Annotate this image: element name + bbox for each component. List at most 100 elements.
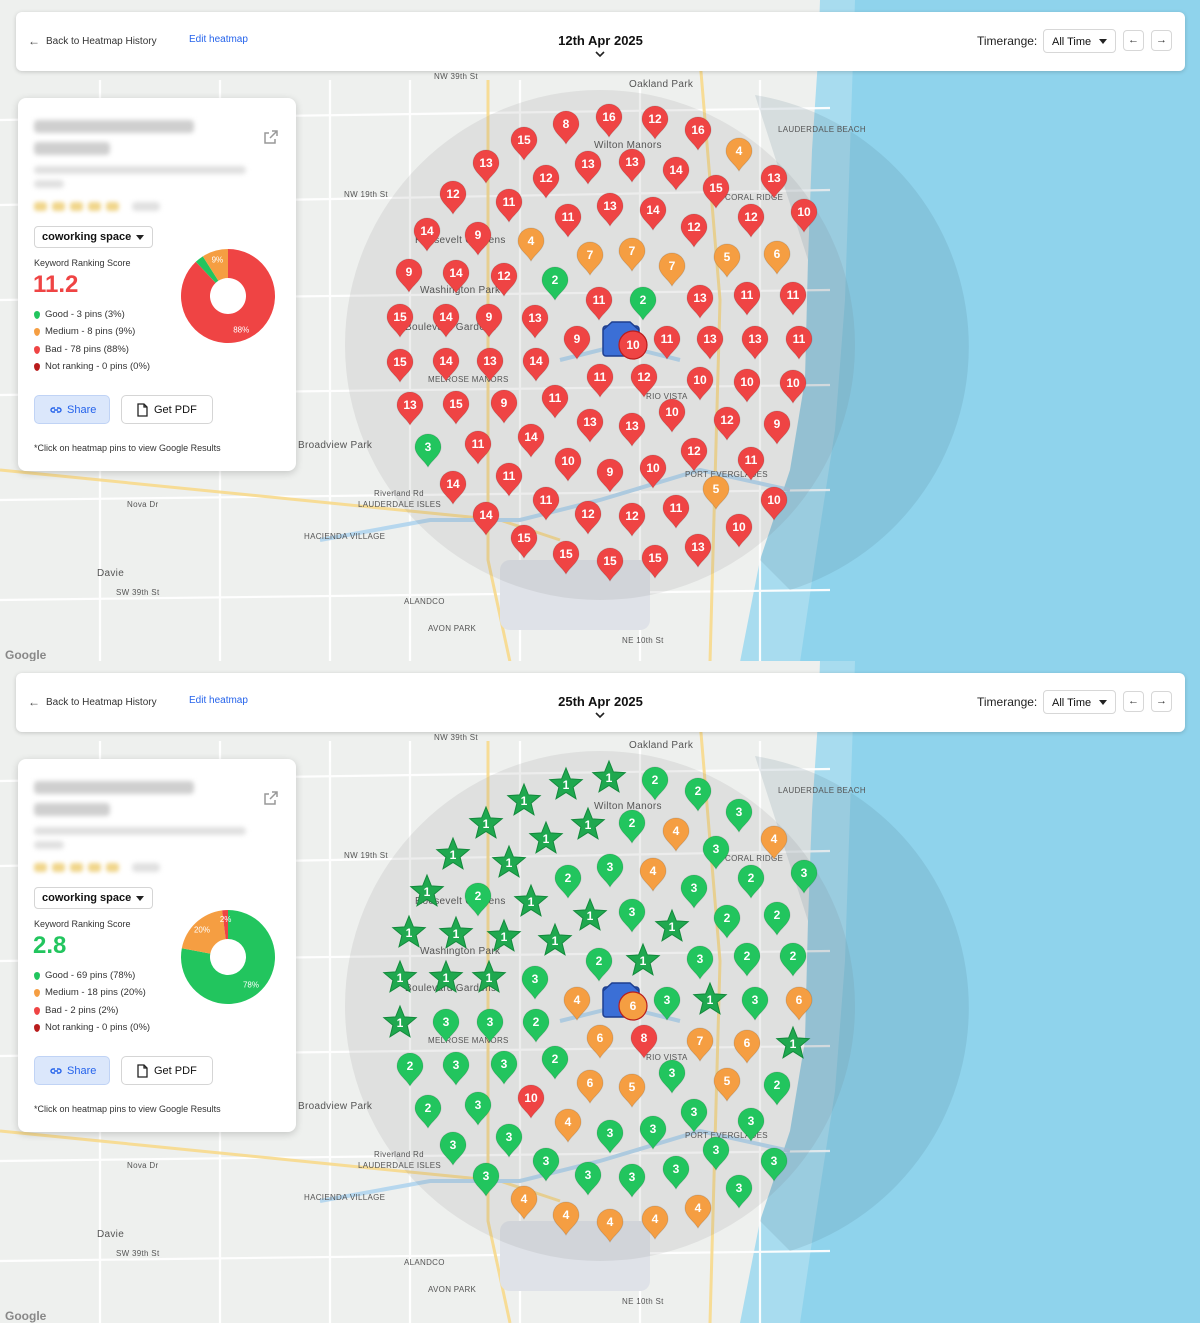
rank-pin[interactable]: 15 bbox=[442, 390, 470, 426]
rank-pin[interactable]: 10 bbox=[658, 398, 686, 434]
rank-pin[interactable]: 2 bbox=[737, 864, 765, 900]
rank-pin[interactable]: 5 bbox=[618, 1073, 646, 1109]
rank-star-pin[interactable]: 1 bbox=[382, 959, 418, 993]
rank-star-pin[interactable]: 1 bbox=[625, 942, 661, 976]
rank-pin[interactable]: 11 bbox=[585, 286, 613, 322]
rank-pin[interactable]: 3 bbox=[596, 1119, 624, 1155]
rank-pin[interactable]: 3 bbox=[442, 1051, 470, 1087]
rank-pin[interactable]: 11 bbox=[785, 325, 813, 361]
rank-pin[interactable]: 3 bbox=[532, 1147, 560, 1183]
get-pdf-button[interactable]: Get PDF bbox=[121, 395, 213, 424]
rank-pin[interactable]: 13 bbox=[618, 148, 646, 184]
rank-pin[interactable]: 4 bbox=[641, 1205, 669, 1241]
timerange-select[interactable]: All Time bbox=[1043, 690, 1116, 714]
rank-star-pin[interactable]: 1 bbox=[382, 1004, 418, 1038]
rank-pin[interactable]: 15 bbox=[386, 348, 414, 384]
rank-pin[interactable]: 15 bbox=[641, 544, 669, 580]
rank-pin[interactable]: 16 bbox=[684, 116, 712, 152]
rank-pin[interactable]: 13 bbox=[576, 408, 604, 444]
rank-pin[interactable]: 2 bbox=[414, 1094, 442, 1130]
external-link-icon[interactable] bbox=[262, 128, 280, 146]
rank-pin[interactable]: 14 bbox=[439, 470, 467, 506]
rank-pin[interactable]: 8 bbox=[630, 1024, 658, 1060]
rank-pin[interactable]: 3 bbox=[790, 859, 818, 895]
rank-pin[interactable]: 15 bbox=[552, 540, 580, 576]
rank-star-pin[interactable]: 1 bbox=[572, 897, 608, 931]
rank-pin[interactable]: 2 bbox=[779, 942, 807, 978]
rank-pin[interactable]: 11 bbox=[586, 363, 614, 399]
rank-pin[interactable]: 2 bbox=[763, 901, 791, 937]
rank-pin[interactable]: 4 bbox=[684, 1194, 712, 1230]
rank-pin[interactable]: 2 bbox=[713, 904, 741, 940]
rank-pin[interactable]: 14 bbox=[432, 347, 460, 383]
rank-pin[interactable]: 2 bbox=[541, 266, 569, 302]
rank-pin[interactable]: 11 bbox=[464, 430, 492, 466]
rank-pin[interactable]: 14 bbox=[432, 303, 460, 339]
rank-pin[interactable]: 5 bbox=[713, 1067, 741, 1103]
share-button[interactable]: Share bbox=[34, 395, 110, 424]
rank-pin[interactable]: 3 bbox=[439, 1131, 467, 1167]
rank-pin[interactable]: 15 bbox=[510, 524, 538, 560]
rank-star-pin[interactable]: 1 bbox=[692, 981, 728, 1015]
back-to-history-link[interactable]: ← Back to Heatmap History bbox=[28, 34, 157, 48]
rank-pin[interactable]: 10 bbox=[725, 513, 753, 549]
rank-star-pin[interactable]: 1 bbox=[435, 836, 471, 870]
rank-pin[interactable]: 3 bbox=[662, 1155, 690, 1191]
rank-pin[interactable]: 2 bbox=[464, 882, 492, 918]
rank-pin[interactable]: 3 bbox=[432, 1008, 460, 1044]
rank-pin[interactable]: 12 bbox=[439, 180, 467, 216]
keyword-select[interactable]: coworking space bbox=[34, 887, 153, 909]
rank-pin[interactable]: 2 bbox=[684, 777, 712, 813]
rank-pin[interactable]: 9 bbox=[395, 258, 423, 294]
rank-pin[interactable]: 11 bbox=[662, 494, 690, 530]
rank-pin[interactable]: 13 bbox=[396, 391, 424, 427]
rank-pin[interactable]: 13 bbox=[521, 304, 549, 340]
rank-pin[interactable]: 2 bbox=[641, 766, 669, 802]
rank-star-pin[interactable]: 1 bbox=[654, 908, 690, 942]
chevron-down-icon[interactable] bbox=[593, 708, 607, 722]
rank-pin[interactable]: 7 bbox=[686, 1027, 714, 1063]
rank-pin[interactable]: 6 bbox=[785, 986, 813, 1022]
rank-pin[interactable]: 12 bbox=[713, 406, 741, 442]
rank-pin[interactable]: 13 bbox=[476, 347, 504, 383]
rank-pin[interactable]: 3 bbox=[737, 1107, 765, 1143]
rank-pin[interactable]: 2 bbox=[396, 1052, 424, 1088]
rank-pin[interactable]: 2 bbox=[541, 1045, 569, 1081]
rank-pin[interactable]: 2 bbox=[585, 947, 613, 983]
rank-star-pin[interactable]: 1 bbox=[528, 820, 564, 854]
rank-pin[interactable]: 3 bbox=[639, 1115, 667, 1151]
get-pdf-button[interactable]: Get PDF bbox=[121, 1056, 213, 1085]
rank-pin[interactable]: 13 bbox=[686, 284, 714, 320]
rank-pin[interactable]: 6 bbox=[763, 240, 791, 276]
next-heatmap-button[interactable]: → bbox=[1151, 691, 1172, 712]
rank-pin[interactable]: 3 bbox=[574, 1161, 602, 1197]
rank-pin[interactable]: 4 bbox=[563, 986, 591, 1022]
rank-pin[interactable]: 7 bbox=[658, 252, 686, 288]
rank-pin[interactable]: 14 bbox=[517, 423, 545, 459]
rank-pin[interactable]: 3 bbox=[702, 1136, 730, 1172]
rank-star-pin[interactable]: 1 bbox=[471, 959, 507, 993]
rank-pin[interactable]: 15 bbox=[386, 303, 414, 339]
rank-pin[interactable]: 2 bbox=[763, 1071, 791, 1107]
rank-pin[interactable]: 13 bbox=[574, 150, 602, 186]
rank-pin[interactable]: 3 bbox=[702, 835, 730, 871]
edit-heatmap-link[interactable]: Edit heatmap bbox=[189, 695, 248, 706]
rank-pin[interactable]: 3 bbox=[472, 1162, 500, 1198]
rank-pin[interactable]: 5 bbox=[713, 243, 741, 279]
rank-pin[interactable]: 10 bbox=[790, 198, 818, 234]
rank-pin[interactable]: 3 bbox=[680, 1098, 708, 1134]
rank-pin[interactable]: 3 bbox=[725, 1174, 753, 1210]
rank-pin[interactable]: 8 bbox=[552, 110, 580, 146]
share-button[interactable]: Share bbox=[34, 1056, 110, 1085]
rank-pin[interactable]: 12 bbox=[532, 164, 560, 200]
prev-heatmap-button[interactable]: ← bbox=[1123, 30, 1144, 51]
timerange-select[interactable]: All Time bbox=[1043, 29, 1116, 53]
rank-star-pin[interactable]: 1 bbox=[775, 1025, 811, 1059]
rank-pin[interactable]: 12 bbox=[737, 203, 765, 239]
rank-pin[interactable]: 15 bbox=[702, 174, 730, 210]
external-link-icon[interactable] bbox=[262, 789, 280, 807]
rank-pin[interactable]: 4 bbox=[760, 825, 788, 861]
rank-pin[interactable]: 10 bbox=[639, 454, 667, 490]
rank-star-pin[interactable]: 1 bbox=[438, 915, 474, 949]
next-heatmap-button[interactable]: → bbox=[1151, 30, 1172, 51]
